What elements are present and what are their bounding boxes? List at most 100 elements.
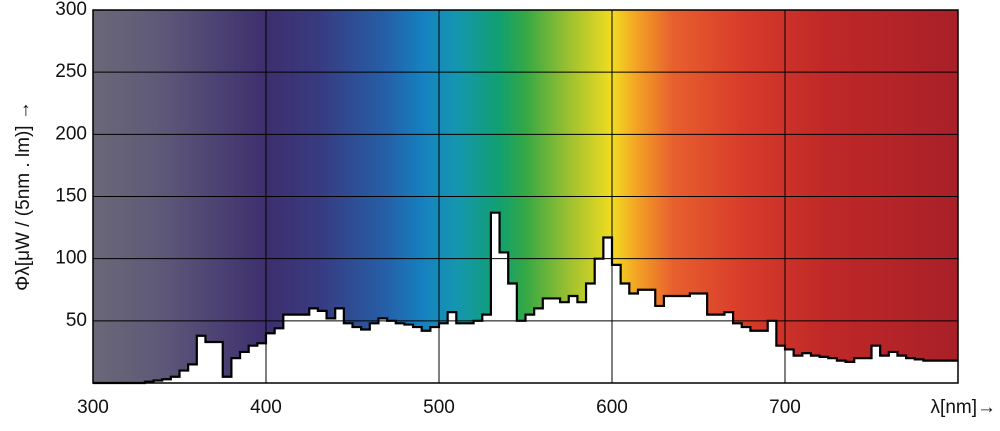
bar <box>274 328 284 383</box>
bar <box>222 376 232 383</box>
x-tick-label: 400 <box>250 397 282 418</box>
bar <box>188 364 198 383</box>
y-axis-label: Φλ[μW / (5nm . lm)] → <box>13 101 34 291</box>
bar <box>880 355 890 383</box>
bar <box>153 380 163 383</box>
bar <box>387 320 397 383</box>
bar <box>603 237 613 383</box>
bar <box>612 264 622 383</box>
bar <box>352 327 362 383</box>
bar <box>733 323 743 383</box>
y-tick-label: 50 <box>66 310 87 331</box>
bar <box>715 314 725 383</box>
bar <box>499 252 509 383</box>
bar <box>785 349 795 383</box>
bar <box>888 351 898 383</box>
bar <box>940 360 950 383</box>
bar <box>551 298 561 383</box>
bar <box>482 314 492 383</box>
bar <box>205 341 215 383</box>
plot-frame <box>92 9 959 384</box>
bar <box>802 353 812 383</box>
bar <box>300 314 310 383</box>
bar <box>586 283 596 383</box>
bar <box>447 312 457 383</box>
bar <box>248 345 258 383</box>
bar <box>689 293 699 383</box>
bar <box>214 341 224 383</box>
bar <box>949 360 959 383</box>
bar <box>810 355 821 383</box>
bar <box>525 314 535 383</box>
bar <box>836 360 847 383</box>
bar <box>326 318 336 383</box>
bar <box>291 314 302 383</box>
bar <box>923 360 933 383</box>
bar <box>906 358 916 383</box>
y-tick-label: 200 <box>55 123 87 144</box>
bar <box>343 323 353 383</box>
bar <box>456 323 466 383</box>
bar <box>421 330 431 383</box>
bar <box>854 358 864 383</box>
bar <box>430 327 440 383</box>
bar <box>361 329 371 383</box>
bar <box>179 370 189 383</box>
bar <box>637 289 648 383</box>
bar <box>266 333 276 383</box>
bar <box>663 295 674 383</box>
bar <box>196 335 206 383</box>
bar <box>404 324 414 383</box>
bar <box>378 318 388 383</box>
bar <box>862 358 872 383</box>
y-tick-label: 300 <box>55 0 87 20</box>
bar <box>759 330 769 383</box>
bar <box>793 355 803 383</box>
bar <box>309 308 319 383</box>
bar <box>317 310 328 383</box>
bar <box>439 323 449 383</box>
bar <box>776 345 786 383</box>
x-tick-label: 700 <box>769 397 801 418</box>
bar <box>646 289 656 383</box>
bar <box>897 355 907 383</box>
bar <box>672 295 682 383</box>
bar <box>577 302 587 383</box>
bar <box>335 308 345 383</box>
x-tick-label: 600 <box>596 397 628 418</box>
bar <box>568 295 578 383</box>
bar <box>464 323 475 383</box>
bar <box>395 323 405 383</box>
bar <box>828 358 838 383</box>
bar <box>516 320 526 383</box>
bar <box>534 308 544 383</box>
bar <box>750 330 760 383</box>
bar <box>369 323 379 383</box>
bar <box>283 314 293 383</box>
x-tick-label: 500 <box>423 397 455 418</box>
y-tick-label: 100 <box>55 248 87 269</box>
bar <box>162 379 172 383</box>
bar <box>542 298 552 383</box>
bar <box>655 305 665 383</box>
bar <box>257 343 267 383</box>
bar <box>490 212 501 383</box>
bar <box>681 295 691 383</box>
bar <box>932 360 942 383</box>
bar <box>724 312 734 383</box>
y-tick-label: 250 <box>55 61 87 82</box>
y-tick-label: 150 <box>55 186 87 207</box>
bar <box>698 293 708 383</box>
bar <box>845 361 855 383</box>
x-axis-label: λ[nm]→ <box>931 397 996 418</box>
bar <box>620 283 630 383</box>
bar <box>707 314 717 383</box>
bar <box>473 320 483 383</box>
bar <box>819 356 829 383</box>
bar <box>629 293 639 383</box>
bar <box>240 351 250 383</box>
x-tick-label: 300 <box>77 397 109 418</box>
bar <box>413 327 423 383</box>
bar <box>871 345 881 383</box>
